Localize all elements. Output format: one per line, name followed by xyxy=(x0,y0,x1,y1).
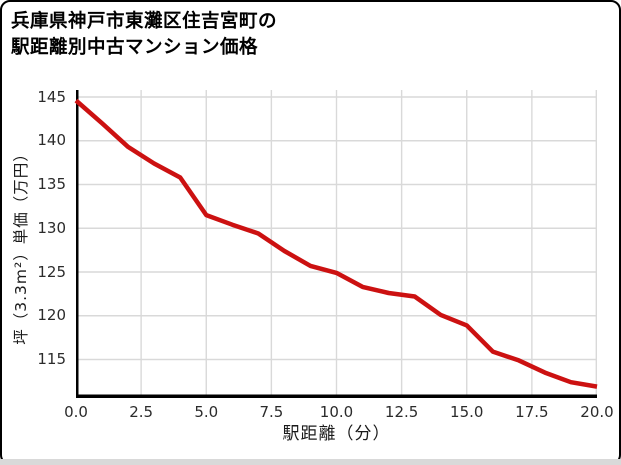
x-tick-label: 17.5 xyxy=(515,403,549,421)
plot-area xyxy=(74,90,598,398)
chart-title-line-1: 兵庫県神戸市東灘区住吉宮町の xyxy=(11,11,278,32)
price-line xyxy=(74,98,598,389)
y-tick-label: 125 xyxy=(37,262,66,281)
x-tick-label: 12.5 xyxy=(384,403,419,421)
y-tick-label: 130 xyxy=(37,218,66,237)
x-tick-label: 10.0 xyxy=(319,403,354,421)
bottom-edge-strip xyxy=(0,459,621,465)
chart-title-line-2: 駅距離別中古マンション価格 xyxy=(11,36,259,58)
x-tick-label: 5.0 xyxy=(194,403,219,421)
x-tick-label: 20.0 xyxy=(580,403,614,421)
y-tick-label: 140 xyxy=(37,131,66,150)
y-tick-label: 115 xyxy=(37,350,66,368)
x-tick-label: 0.0 xyxy=(64,403,88,421)
gridlines xyxy=(76,90,597,398)
line-chart-svg xyxy=(74,90,598,398)
axis-spines xyxy=(76,90,597,398)
y-tick-label: 120 xyxy=(37,306,66,325)
x-axis-label: 駅距離（分） xyxy=(282,424,391,444)
y-tick-label: 145 xyxy=(37,87,66,106)
chart-title: 兵庫県神戸市東灘区住吉宮町の 駅距離別中古マンション価格 xyxy=(11,9,277,60)
x-tick-label: 7.5 xyxy=(259,403,284,421)
x-tick-label: 2.5 xyxy=(129,403,154,421)
x-tick-label: 15.0 xyxy=(450,403,484,421)
y-tick-label: 135 xyxy=(37,175,66,193)
